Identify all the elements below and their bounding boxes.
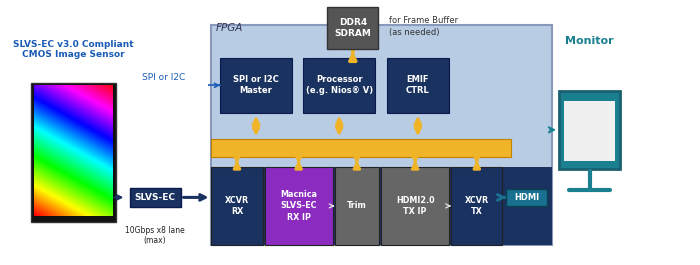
FancyBboxPatch shape bbox=[265, 167, 332, 245]
FancyBboxPatch shape bbox=[381, 167, 449, 245]
FancyBboxPatch shape bbox=[211, 167, 262, 245]
FancyBboxPatch shape bbox=[211, 25, 552, 245]
FancyBboxPatch shape bbox=[303, 58, 375, 113]
Text: XCVR
TX: XCVR TX bbox=[465, 196, 489, 216]
FancyBboxPatch shape bbox=[452, 167, 503, 245]
Text: SLVS-EC v3.0 Compliant
CMOS Image Sensor: SLVS-EC v3.0 Compliant CMOS Image Sensor bbox=[13, 40, 134, 59]
Text: for Frame Buffer
(as needed): for Frame Buffer (as needed) bbox=[389, 16, 458, 37]
Text: SPI or I2C
Master: SPI or I2C Master bbox=[233, 75, 279, 95]
Text: DDR4
SDRAM: DDR4 SDRAM bbox=[335, 17, 371, 38]
FancyBboxPatch shape bbox=[507, 189, 547, 206]
Text: HDMI2.0
TX IP: HDMI2.0 TX IP bbox=[395, 196, 435, 216]
FancyBboxPatch shape bbox=[387, 58, 449, 113]
Text: XCVR
RX: XCVR RX bbox=[225, 196, 249, 216]
Text: EMIF
CTRL: EMIF CTRL bbox=[406, 75, 430, 95]
FancyBboxPatch shape bbox=[31, 83, 116, 222]
FancyBboxPatch shape bbox=[211, 167, 552, 245]
Text: SLVS-EC: SLVS-EC bbox=[134, 193, 176, 202]
Text: HDMI: HDMI bbox=[514, 193, 540, 202]
FancyBboxPatch shape bbox=[559, 91, 620, 169]
Text: Processor
(e.g. Nios® V): Processor (e.g. Nios® V) bbox=[306, 75, 372, 95]
FancyBboxPatch shape bbox=[328, 7, 379, 48]
Text: Trim: Trim bbox=[347, 201, 367, 210]
FancyBboxPatch shape bbox=[211, 139, 511, 157]
FancyBboxPatch shape bbox=[220, 58, 292, 113]
Text: 10Gbps x8 lane
(max): 10Gbps x8 lane (max) bbox=[125, 226, 185, 245]
Text: Monitor: Monitor bbox=[566, 36, 614, 46]
FancyBboxPatch shape bbox=[564, 101, 615, 161]
Text: FPGA: FPGA bbox=[216, 23, 244, 33]
FancyBboxPatch shape bbox=[335, 167, 379, 245]
Text: Macnica
SLVS-EC
RX IP: Macnica SLVS-EC RX IP bbox=[280, 190, 317, 222]
FancyBboxPatch shape bbox=[130, 188, 181, 207]
Text: SPI or I2C: SPI or I2C bbox=[142, 73, 186, 82]
